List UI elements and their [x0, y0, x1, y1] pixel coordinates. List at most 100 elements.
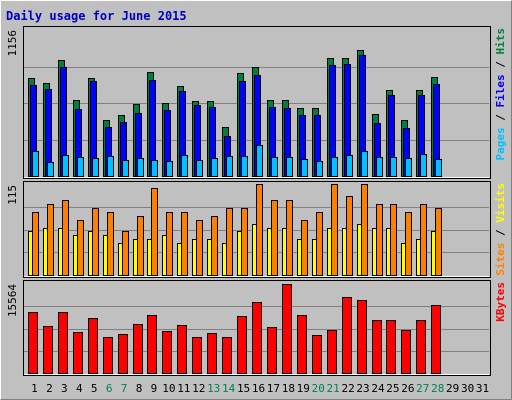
bar-traffic-pages-day-20 — [316, 161, 323, 177]
bar-visits-sites-day-2 — [47, 204, 54, 276]
bar-traffic-pages-day-27 — [420, 154, 427, 177]
x-tick-label-day-28: 28 — [431, 382, 444, 395]
bar-kbytes-kbytes-day-19 — [297, 315, 307, 374]
bar-traffic-pages-day-26 — [405, 158, 412, 177]
bar-visits-sites-day-25 — [390, 204, 397, 276]
bar-kbytes-kbytes-day-20 — [312, 335, 322, 374]
x-tick-label-day-13: 13 — [207, 382, 220, 395]
bar-kbytes-kbytes-day-4 — [73, 332, 83, 374]
bar-traffic-pages-day-23 — [361, 151, 368, 177]
panel-visits-ymax-label: 115 — [6, 185, 19, 205]
x-tick-label-day-15: 15 — [237, 382, 250, 395]
bar-kbytes-kbytes-day-2 — [43, 326, 53, 374]
x-tick-label-day-20: 20 — [312, 382, 325, 395]
x-tick-label-day-27: 27 — [416, 382, 429, 395]
x-tick-label-day-21: 21 — [327, 382, 340, 395]
x-tick-label-day-11: 11 — [177, 382, 190, 395]
bar-visits-sites-day-4 — [77, 220, 84, 276]
x-tick-label-day-24: 24 — [371, 382, 385, 395]
legend-visits-part-2: / — [494, 223, 507, 243]
bar-traffic-pages-day-17 — [271, 157, 278, 177]
bar-visits-sites-day-14 — [226, 208, 233, 276]
panel-kbytes-legend: KBytes — [494, 282, 507, 322]
bar-kbytes-kbytes-day-12 — [192, 337, 202, 374]
bar-traffic-pages-day-3 — [62, 155, 69, 177]
bar-kbytes-kbytes-day-11 — [177, 325, 187, 374]
bar-kbytes-kbytes-day-6 — [103, 337, 113, 374]
bar-kbytes-kbytes-day-28 — [431, 305, 441, 374]
x-tick-label-day-2: 2 — [46, 382, 53, 395]
x-tick-label-day-18: 18 — [282, 382, 295, 395]
legend-traffic-part-5: Hits — [494, 28, 507, 55]
x-tick-label-day-5: 5 — [91, 382, 98, 395]
bar-traffic-pages-day-16 — [256, 145, 263, 177]
x-tick-label-day-8: 8 — [136, 382, 143, 395]
x-tick-label-day-29: 29 — [446, 382, 459, 395]
x-tick-label-day-17: 17 — [267, 382, 280, 395]
bar-traffic-pages-day-19 — [301, 159, 308, 177]
bar-traffic-pages-day-14 — [226, 156, 233, 177]
bar-visits-sites-day-26 — [405, 212, 412, 276]
bar-kbytes-kbytes-day-9 — [147, 315, 157, 374]
bar-kbytes-kbytes-day-10 — [162, 331, 172, 374]
bar-traffic-pages-day-22 — [346, 155, 353, 177]
bar-traffic-pages-day-6 — [107, 156, 114, 177]
x-tick-label-day-19: 19 — [297, 382, 310, 395]
bar-kbytes-kbytes-day-25 — [386, 320, 396, 374]
bar-visits-sites-day-13 — [211, 216, 218, 276]
bar-traffic-pages-day-9 — [151, 160, 158, 177]
x-tick-label-day-25: 25 — [386, 382, 399, 395]
bar-kbytes-kbytes-day-13 — [207, 333, 217, 374]
bar-kbytes-kbytes-day-14 — [222, 337, 232, 374]
bar-traffic-pages-day-21 — [331, 157, 338, 177]
bar-kbytes-kbytes-day-23 — [357, 300, 367, 374]
bar-traffic-pages-day-28 — [435, 159, 442, 177]
panel-traffic-ymax-label: 1156 — [6, 30, 19, 57]
bar-visits-sites-day-10 — [166, 212, 173, 276]
bar-visits-sites-day-19 — [301, 220, 308, 276]
bar-kbytes-kbytes-day-18 — [282, 284, 292, 374]
x-tick-label-day-3: 3 — [61, 382, 68, 395]
x-tick-label-day-23: 23 — [356, 382, 369, 395]
chart-title: Daily usage for June 2015 — [6, 9, 187, 23]
legend-visits-part-1: Sites — [494, 243, 507, 276]
bar-traffic-pages-day-10 — [166, 161, 173, 177]
x-tick-label-day-31: 31 — [476, 382, 489, 395]
bar-visits-sites-day-23 — [361, 184, 368, 276]
legend-visits-part-3: Visits — [494, 183, 507, 223]
x-tick-label-day-7: 7 — [121, 382, 128, 395]
bar-kbytes-kbytes-day-8 — [133, 324, 143, 374]
x-tick-label-day-10: 10 — [162, 382, 175, 395]
bar-visits-sites-day-20 — [316, 212, 323, 276]
x-tick-label-day-9: 9 — [151, 382, 158, 395]
bar-traffic-pages-day-1 — [32, 151, 39, 177]
bar-traffic-pages-day-18 — [286, 157, 293, 177]
bar-kbytes-kbytes-day-22 — [342, 297, 352, 374]
bar-visits-sites-day-16 — [256, 184, 263, 276]
bar-traffic-pages-day-5 — [92, 158, 99, 177]
legend-traffic-part-1: Pages — [494, 127, 507, 160]
bar-kbytes-kbytes-day-1 — [28, 312, 38, 374]
bar-visits-sites-day-3 — [62, 200, 69, 276]
x-tick-label-day-6: 6 — [106, 382, 113, 395]
x-tick-label-day-16: 16 — [252, 382, 265, 395]
legend-kbytes-part-1: KBytes — [494, 282, 507, 322]
panel-kbytes-ymax-label: 15564 — [6, 284, 19, 317]
bar-visits-sites-day-7 — [122, 231, 129, 276]
bar-traffic-pages-day-7 — [122, 160, 129, 177]
bar-kbytes-kbytes-day-17 — [267, 327, 277, 374]
bar-visits-sites-day-28 — [435, 208, 442, 276]
bar-kbytes-kbytes-day-26 — [401, 330, 411, 374]
bar-visits-sites-day-15 — [241, 208, 248, 276]
bar-visits-sites-day-12 — [196, 220, 203, 276]
legend-traffic-part-3: Files — [494, 74, 507, 107]
bar-traffic-pages-day-8 — [137, 158, 144, 177]
bar-kbytes-kbytes-day-7 — [118, 334, 128, 374]
bar-visits-sites-day-11 — [181, 212, 188, 276]
x-tick-label-day-14: 14 — [222, 382, 236, 395]
bar-kbytes-kbytes-day-5 — [88, 318, 98, 374]
bar-visits-sites-day-27 — [420, 204, 427, 276]
bar-kbytes-kbytes-day-16 — [252, 302, 262, 374]
bar-visits-sites-day-22 — [346, 196, 353, 276]
